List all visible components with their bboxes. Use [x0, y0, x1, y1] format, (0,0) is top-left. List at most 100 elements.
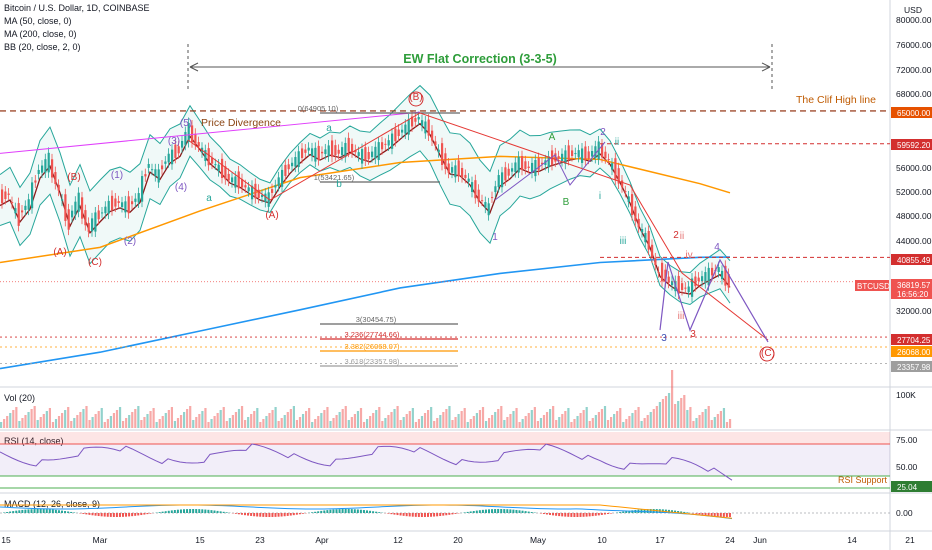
- volume-bar: [308, 408, 311, 428]
- volume-bar: [204, 408, 207, 428]
- macd-bar: [582, 513, 585, 517]
- volume-bar: [420, 416, 424, 428]
- candle: [684, 287, 687, 289]
- volume-bar: [42, 414, 45, 428]
- candle: [217, 164, 220, 172]
- rsi-value-text: 25.04: [897, 483, 918, 492]
- x-tick-8: 10: [597, 535, 607, 545]
- candle: [284, 164, 287, 176]
- candle: [261, 194, 264, 198]
- wave-label-25: ii: [680, 231, 684, 242]
- candle: [367, 152, 370, 160]
- volume-bar: [512, 411, 515, 428]
- candle: [667, 276, 670, 283]
- candle: [347, 137, 350, 152]
- candle: [111, 195, 114, 211]
- candle: [391, 133, 394, 149]
- candle: [254, 183, 257, 199]
- x-tick-7: May: [530, 535, 547, 545]
- macd-bar: [338, 509, 341, 513]
- candle: [697, 277, 700, 281]
- volume-bar: [57, 416, 61, 428]
- macd-bar: [173, 510, 176, 513]
- volume-bar: [704, 409, 707, 428]
- price-divergence-label: Price Divergence: [201, 117, 281, 129]
- volume-bar: [265, 416, 268, 428]
- macd-bar: [683, 511, 686, 513]
- divergence-line: [0, 111, 421, 154]
- candle: [127, 196, 130, 214]
- volume-bar: [161, 416, 164, 428]
- candle: [214, 164, 217, 166]
- macd-bar: [491, 509, 494, 513]
- candle: [154, 169, 157, 177]
- volume-bar: [472, 416, 475, 428]
- fib-label-0: 0(64905.10): [298, 104, 339, 113]
- wave-label-16: A: [549, 132, 556, 143]
- candle: [71, 210, 74, 218]
- candle: [67, 209, 70, 230]
- volume-bar: [356, 411, 360, 428]
- macd-bar: [326, 510, 329, 513]
- candle: [311, 148, 314, 156]
- wave-label-1: (B): [67, 172, 80, 183]
- macd-bar: [9, 511, 12, 513]
- volume-bar: [570, 422, 573, 428]
- volume-bar: [30, 409, 33, 428]
- macd-bar: [555, 513, 558, 516]
- volume-bar: [176, 418, 180, 428]
- volume-bar: [405, 414, 408, 428]
- volume-bar: [646, 415, 649, 428]
- volume-bar: [524, 416, 527, 428]
- volume-bar: [591, 418, 594, 428]
- volume-bar: [216, 413, 219, 428]
- macd-bar: [85, 513, 88, 515]
- candle: [611, 163, 614, 170]
- candle: [174, 144, 177, 158]
- macd-bar: [597, 513, 600, 516]
- macd-bar: [33, 509, 36, 513]
- macd-bar: [42, 509, 45, 513]
- macd-bar: [274, 513, 277, 517]
- volume-bar: [484, 421, 488, 428]
- volume-bar: [494, 412, 497, 428]
- candle: [194, 133, 197, 145]
- volume-bar: [408, 411, 411, 428]
- volume-bar: [725, 422, 729, 428]
- volume-bar: [451, 420, 454, 428]
- macd-bar: [622, 511, 625, 513]
- candle: [444, 153, 447, 169]
- macd-bar: [567, 513, 570, 517]
- candle: [574, 153, 577, 155]
- ma50-legend: MA (50, close, 0): [4, 16, 72, 26]
- candle: [247, 187, 250, 192]
- volume-bar: [677, 401, 680, 428]
- candle: [187, 122, 190, 143]
- volume-bar: [332, 418, 335, 428]
- macd-bar: [170, 510, 173, 513]
- macd-bar: [610, 513, 612, 514]
- macd-bar: [515, 509, 518, 513]
- macd-bar: [603, 513, 606, 515]
- candle: [277, 177, 280, 186]
- candle: [417, 117, 420, 120]
- candle: [651, 244, 654, 258]
- volume-bar: [149, 411, 152, 428]
- macd-bar: [671, 510, 673, 513]
- volume-bar: [594, 415, 597, 428]
- macd-bar: [323, 510, 326, 513]
- wave-path-purple-2: [494, 141, 606, 201]
- volume-bar: [97, 411, 100, 428]
- macd-bar: [286, 513, 289, 516]
- bollinger-upper: [0, 84, 731, 274]
- macd-bar: [207, 509, 210, 513]
- candle: [521, 156, 524, 170]
- macd-bar: [15, 510, 18, 513]
- candle: [84, 210, 87, 226]
- volume-bar: [39, 417, 42, 428]
- candle: [361, 149, 364, 164]
- macd-bar: [356, 509, 359, 513]
- macd-bar: [716, 513, 719, 517]
- volume-bar: [167, 410, 170, 428]
